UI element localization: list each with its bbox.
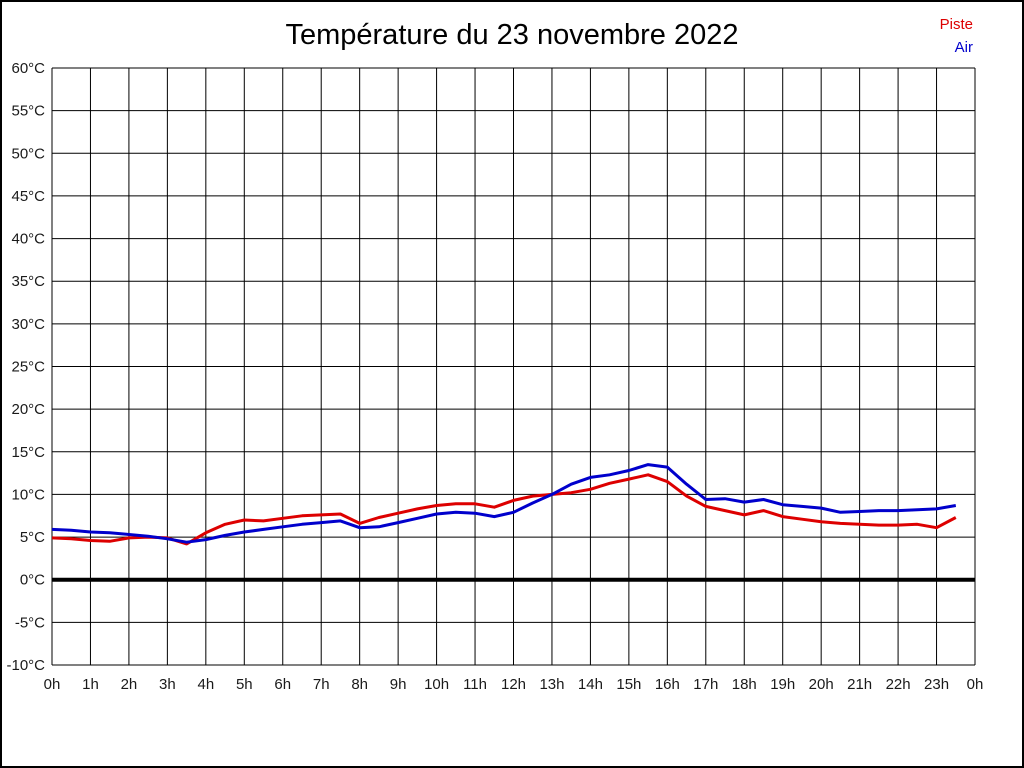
page-title: Température du 23 novembre 2022 — [285, 19, 739, 51]
y-tick-label: -5°C — [15, 614, 45, 631]
y-tick-label: 45°C — [11, 188, 45, 205]
x-tick-label: 13h — [539, 676, 564, 693]
x-tick-label: 16h — [655, 676, 680, 693]
series-piste-line — [51, 473, 957, 546]
x-tick-label: 21h — [847, 676, 872, 693]
y-tick-label: 40°C — [11, 231, 45, 248]
x-tick-label: 5h — [236, 676, 253, 693]
x-tick-label: 12h — [501, 676, 526, 693]
x-tick-label: 3h — [159, 676, 176, 693]
y-tick-label: 30°C — [11, 316, 45, 333]
x-tick-label: 15h — [616, 676, 641, 693]
y-tick-label: 0°C — [20, 572, 45, 589]
y-tick-label: 20°C — [11, 401, 45, 418]
x-tick-label: 6h — [274, 676, 291, 693]
x-tick-label: 20h — [809, 676, 834, 693]
x-tick-label: 1h — [82, 676, 99, 693]
y-tick-label: 35°C — [11, 273, 45, 290]
legend-item-air: Air — [954, 39, 973, 56]
y-tick-label: 15°C — [11, 444, 45, 461]
legend: Piste Air — [940, 13, 973, 59]
x-tick-label: 17h — [693, 676, 718, 693]
x-tick-label: 0h — [967, 676, 984, 693]
x-tick-label: 11h — [463, 676, 487, 693]
y-tick-label: -10°C — [6, 657, 45, 674]
x-tick-label: 23h — [924, 676, 949, 693]
y-tick-label: 60°C — [11, 60, 45, 77]
y-tick-label: 5°C — [20, 529, 45, 546]
x-tick-label: 14h — [578, 676, 603, 693]
x-tick-label: 4h — [197, 676, 214, 693]
series-air-line — [51, 463, 957, 544]
x-tick-label: 10h — [424, 676, 449, 693]
x-tick-label: 2h — [121, 676, 138, 693]
x-tick-label: 7h — [313, 676, 330, 693]
x-tick-label: 8h — [351, 676, 368, 693]
y-tick-label: 50°C — [11, 145, 45, 162]
x-tick-label: 18h — [732, 676, 757, 693]
y-tick-label: 10°C — [11, 486, 45, 503]
x-tick-label: 9h — [390, 676, 407, 693]
x-tick-label: 0h — [44, 676, 61, 693]
y-tick-label: 25°C — [11, 359, 45, 376]
x-tick-label: 19h — [770, 676, 795, 693]
y-tick-label: 55°C — [11, 103, 45, 120]
x-tick-label: 22h — [886, 676, 911, 693]
legend-item-piste: Piste — [939, 16, 973, 33]
